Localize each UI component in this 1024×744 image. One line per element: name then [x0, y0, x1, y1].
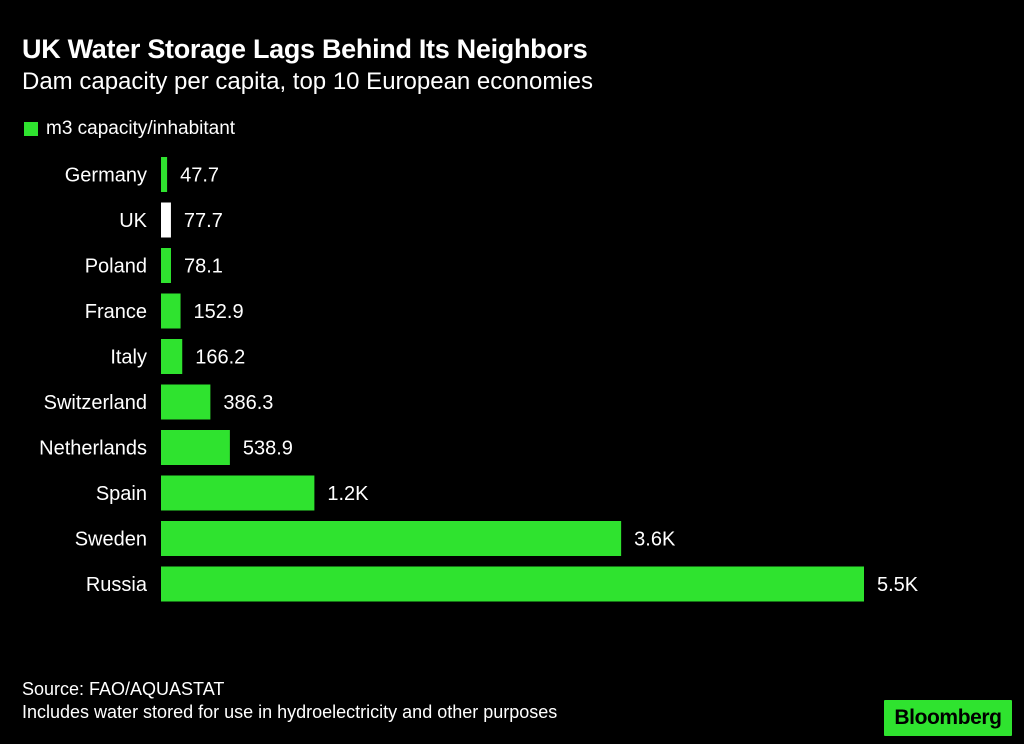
chart-title: UK Water Storage Lags Behind Its Neighbo…: [22, 34, 588, 64]
bar-france: [161, 293, 181, 329]
bar-italy: [161, 339, 183, 374]
legend-swatch: [24, 122, 38, 136]
category-label-russia: Russia: [86, 574, 148, 596]
bar-russia: [161, 566, 864, 602]
category-label-uk: UK: [119, 210, 147, 232]
bar-switzerland: [161, 384, 211, 420]
bar-spain: [161, 475, 315, 511]
value-label-italy: 166.2: [195, 347, 245, 369]
value-label-uk: 77.7: [184, 210, 223, 232]
bar-poland: [161, 248, 171, 283]
value-label-france: 152.9: [194, 301, 244, 323]
bar-uk: [161, 202, 171, 238]
value-label-poland: 78.1: [184, 256, 223, 278]
bloomberg-logo: Bloomberg: [884, 700, 1012, 736]
value-label-sweden: 3.6K: [634, 529, 676, 551]
category-label-germany: Germany: [65, 165, 147, 187]
value-label-switzerland: 386.3: [223, 392, 273, 414]
category-label-netherlands: Netherlands: [39, 438, 147, 460]
category-label-spain: Spain: [96, 483, 147, 505]
category-label-switzerland: Switzerland: [44, 392, 147, 414]
value-label-spain: 1.2K: [327, 483, 369, 505]
footnote: Includes water stored for use in hydroel…: [22, 702, 558, 722]
value-label-germany: 47.7: [180, 165, 219, 187]
category-label-italy: Italy: [110, 347, 147, 369]
bar-germany: [161, 157, 168, 192]
legend-label: m3 capacity/inhabitant: [46, 118, 236, 139]
category-label-poland: Poland: [85, 256, 147, 278]
source-note: Source: FAO/AQUASTAT: [22, 679, 225, 699]
bar-netherlands: [161, 430, 230, 465]
bar-sweden: [161, 521, 622, 556]
footer: Source: FAO/AQUASTAT Includes water stor…: [22, 678, 557, 724]
category-label-france: France: [85, 301, 147, 323]
legend: m3 capacity/inhabitant: [24, 118, 235, 140]
value-label-russia: 5.5K: [877, 574, 919, 596]
chart-subtitle: Dam capacity per capita, top 10 European…: [22, 68, 593, 95]
category-label-sweden: Sweden: [75, 529, 147, 551]
value-label-netherlands: 538.9: [243, 438, 293, 460]
